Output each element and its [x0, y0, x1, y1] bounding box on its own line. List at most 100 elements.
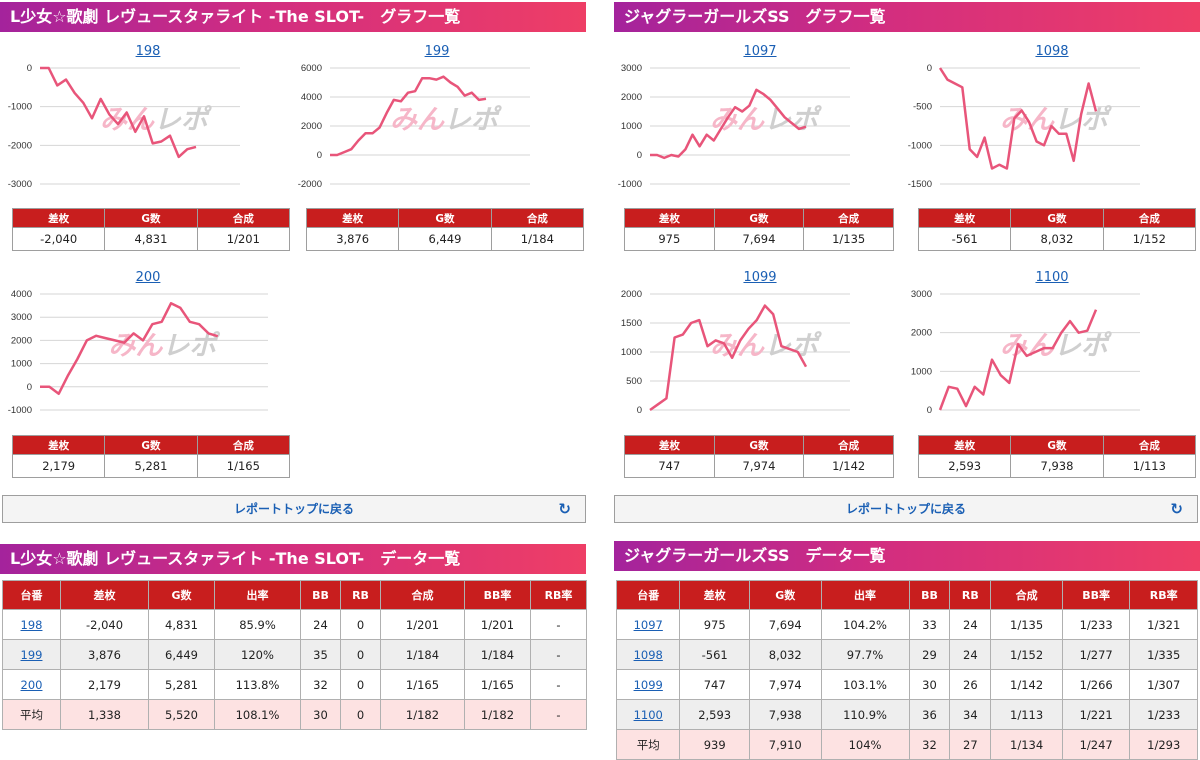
data-cell: 747: [679, 669, 750, 700]
y-tick-label: -1000: [908, 140, 932, 151]
refresh-icon: ↻: [558, 500, 571, 518]
series-line: [650, 88, 807, 160]
machine-number-link[interactable]: 200: [2, 669, 61, 700]
watermark-logo: みんレポ: [100, 104, 212, 135]
graph-stats-table: 差枚 G数 合成 2,593 7,938 1/113: [917, 435, 1197, 478]
machine-number-link[interactable]: 198: [2, 609, 61, 640]
refresh-icon: ↻: [1170, 500, 1183, 518]
data-cell: 1/184: [380, 639, 465, 670]
stats-value-cell: -2,040: [11, 227, 106, 251]
y-tick-label: 0: [927, 63, 932, 74]
data-cell: 1/182: [464, 699, 531, 730]
stats-header-cell: G数: [104, 208, 198, 228]
data-header-cell: BB率: [464, 580, 531, 610]
stats-value-cell: 8,032: [1010, 227, 1104, 251]
graph-title-link[interactable]: 199: [424, 44, 450, 59]
data-cell: 1/201: [464, 609, 531, 640]
graph-title-link[interactable]: 200: [135, 270, 161, 285]
y-tick-label: 2000: [911, 328, 932, 339]
stats-value-cell: 5,281: [104, 454, 198, 478]
stats-header-cell: 合成: [196, 208, 291, 228]
stats-header-cell: 合成: [1102, 435, 1197, 455]
data-header-cell: 合成: [990, 580, 1063, 610]
data-cell: 34: [949, 699, 992, 730]
y-tick-label: -500: [913, 102, 932, 113]
graph-stats-table: 差枚 G数 合成 747 7,974 1/142: [624, 435, 894, 478]
data-cell: 6,449: [148, 639, 215, 670]
y-tick-label: 0: [317, 150, 322, 161]
stats-value-cell: 3,876: [305, 227, 400, 251]
data-header-cell: RB率: [1129, 580, 1198, 610]
machine-number-link[interactable]: 1100: [615, 699, 681, 730]
data-cell: 85.9%: [214, 609, 301, 640]
data-cell: 35: [300, 639, 341, 670]
machine-number-link[interactable]: 1099: [615, 669, 681, 700]
table-row: 1099 747 7,974 103.1% 30 26 1/142 1/266 1/307: [615, 669, 1198, 700]
data-header-cell: RB: [340, 580, 381, 610]
graph-title-link[interactable]: 1097: [743, 44, 777, 59]
data-cell: 1/233: [1061, 609, 1131, 640]
table-row: 200 2,179 5,281 113.8% 32 0 1/165 1/165-: [2, 669, 587, 700]
data-cell: 104.2%: [820, 609, 910, 640]
y-tick-label: -2000: [8, 140, 32, 151]
series-line: [40, 302, 219, 396]
table-row: 1100 2,593 7,938 110.9% 36 34 1/113 1/221 1/233: [615, 699, 1198, 730]
series-line: [938, 67, 1098, 170]
data-header-cell: 出率: [820, 580, 910, 610]
y-tick-label: 2000: [621, 289, 642, 300]
data-cell: 24: [300, 609, 341, 640]
machine-number-link[interactable]: 1097: [615, 609, 681, 640]
machine-number-link[interactable]: 199: [2, 639, 61, 670]
watermark-logo: みんレポ: [1000, 330, 1112, 361]
data-cell: 110.9%: [820, 699, 910, 730]
graph-title-link[interactable]: 198: [135, 44, 161, 59]
graph-title-link[interactable]: 1100: [1035, 270, 1069, 285]
series-line: [330, 75, 487, 157]
stats-value-cell: 1/142: [803, 454, 894, 478]
stats-value-cell: 1/152: [1102, 227, 1197, 251]
stats-header-cell: 合成: [1102, 208, 1197, 228]
graph-title-link[interactable]: 1099: [743, 270, 777, 285]
y-tick-label: 4000: [11, 289, 32, 300]
y-tick-label: 1000: [911, 366, 932, 377]
watermark-logo: みんレポ: [710, 104, 822, 135]
data-cell: 1/221: [1061, 699, 1131, 730]
data-cell: 1/142: [990, 669, 1063, 700]
data-cell: 8,032: [748, 639, 822, 670]
data-cell: -: [530, 699, 587, 730]
y-tick-label: 0: [27, 63, 32, 74]
y-tick-label: -1000: [8, 405, 32, 416]
graph-title-link[interactable]: 1098: [1035, 44, 1069, 59]
data-cell: 7,694: [748, 609, 822, 640]
stats-header-cell: 差枚: [917, 208, 1012, 228]
stats-header-cell: 合成: [803, 435, 894, 455]
left-data-header: L少女☆歌劇 レヴュースタァライト -The SLOT- データ一覧: [0, 544, 586, 574]
y-tick-label: 2000: [301, 121, 322, 132]
stats-header-cell: 差枚: [624, 435, 715, 455]
graph-stats-table: 差枚 G数 合成 2,179 5,281 1/165: [11, 435, 291, 478]
y-tick-label: 3000: [11, 312, 32, 323]
right-back-to-report-button[interactable]: レポートトップに戻る ↻: [614, 495, 1198, 523]
table-row: 198 -2,040 4,831 85.9% 24 0 1/201 1/201-: [2, 609, 587, 640]
stats-header-cell: G数: [1010, 435, 1104, 455]
y-tick-label: 0: [637, 150, 642, 161]
data-cell: 7,938: [748, 699, 822, 730]
stats-value-cell: 1/165: [196, 454, 291, 478]
data-cell: 1/113: [990, 699, 1063, 730]
left-back-to-report-button[interactable]: レポートトップに戻る ↻: [2, 495, 586, 523]
stats-header-cell: 差枚: [917, 435, 1012, 455]
y-tick-label: 3000: [911, 289, 932, 300]
machine-number-link[interactable]: 1098: [615, 639, 681, 670]
data-cell: 平均: [2, 699, 61, 730]
stats-value-cell: 975: [624, 227, 715, 251]
data-cell: 29: [908, 639, 951, 670]
table-row: 平均 1,338 5,520 108.1% 30 0 1/182 1/182-: [2, 699, 587, 730]
y-tick-label: 1000: [621, 121, 642, 132]
data-header-cell: 台番: [2, 580, 61, 610]
data-cell: 0: [340, 639, 381, 670]
left-data-table: 台番 差枚 G数 出率 BB RB 合成 BB率 RB率 198 -2,040 4,831 85.9% 2…: [2, 580, 587, 730]
data-cell: 1/321: [1129, 609, 1198, 640]
data-cell: 3,876: [60, 639, 149, 670]
stats-header-cell: G数: [713, 435, 805, 455]
